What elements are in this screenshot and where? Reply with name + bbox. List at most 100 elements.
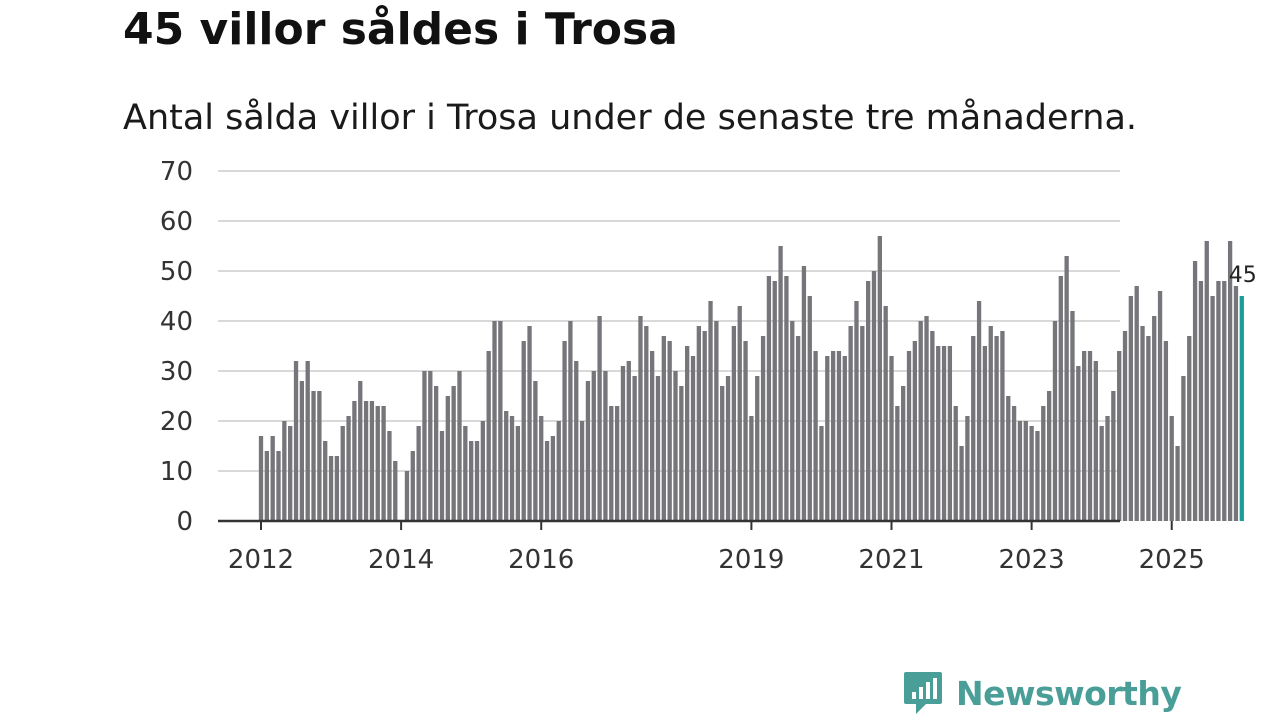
y-tick-label: 50 <box>160 257 193 287</box>
bar <box>906 351 912 521</box>
bar <box>574 361 579 521</box>
bar <box>696 326 701 521</box>
bar <box>492 321 497 521</box>
bar <box>1006 396 1011 521</box>
bar <box>334 456 340 521</box>
bar <box>620 366 626 521</box>
bar <box>614 406 620 521</box>
bar <box>1082 351 1087 521</box>
bar <box>404 471 410 521</box>
bar <box>544 441 550 521</box>
bar <box>982 346 988 521</box>
bar <box>854 301 859 521</box>
bar <box>387 431 392 521</box>
bar <box>901 386 906 521</box>
x-tick-label: 2016 <box>508 545 574 575</box>
bar <box>346 416 351 521</box>
bar <box>299 381 305 521</box>
bar <box>1000 331 1005 521</box>
bar <box>515 426 521 521</box>
x-tick-label: 2025 <box>1139 545 1205 575</box>
bar <box>1076 366 1081 521</box>
bar <box>1017 421 1023 521</box>
bar <box>743 341 748 521</box>
bar <box>644 326 649 521</box>
bar <box>1035 431 1040 521</box>
bar <box>305 361 310 521</box>
bar <box>667 341 672 521</box>
bar <box>784 276 789 521</box>
bar <box>638 316 643 521</box>
bar <box>474 441 480 521</box>
bar <box>1122 331 1128 521</box>
bar <box>463 426 468 521</box>
bar <box>883 306 888 521</box>
bar <box>381 406 386 521</box>
bar <box>539 416 544 521</box>
y-tick-label: 0 <box>176 507 193 537</box>
bar <box>1093 361 1098 521</box>
bar <box>1146 336 1151 521</box>
bar <box>609 406 614 521</box>
x-tick-label: 2023 <box>999 545 1065 575</box>
chart-title: 45 villor såldes i Trosa <box>123 4 678 55</box>
bar <box>328 456 334 521</box>
bar <box>1029 426 1034 521</box>
bar <box>591 371 596 521</box>
bar <box>603 371 608 521</box>
bar <box>527 326 532 521</box>
bar <box>895 406 900 521</box>
bar <box>358 381 363 521</box>
x-tick-label: 2012 <box>228 545 294 575</box>
bar <box>1134 286 1139 521</box>
bar <box>836 351 842 521</box>
bar <box>655 376 661 521</box>
brand: Newsworthy <box>902 670 1182 716</box>
bar <box>1152 316 1157 521</box>
bar <box>790 321 795 521</box>
bar <box>959 446 964 521</box>
x-axis: 2012 2014 2016 2019 2021 2023 2025 <box>218 519 1205 575</box>
bar <box>1064 256 1069 521</box>
bar <box>457 371 462 521</box>
bar <box>550 436 556 521</box>
bar <box>830 351 836 521</box>
bar <box>439 431 445 521</box>
bar <box>755 376 760 521</box>
bar <box>521 341 526 521</box>
y-tick-label: 20 <box>160 407 193 437</box>
bar <box>912 341 918 521</box>
bar <box>1105 416 1110 521</box>
bar <box>1233 286 1239 521</box>
bar <box>288 426 293 521</box>
y-tick-label: 40 <box>160 307 193 337</box>
bar <box>410 451 415 521</box>
bar <box>1041 406 1046 521</box>
bar <box>813 351 818 521</box>
bar <box>860 326 865 521</box>
bar <box>685 346 690 521</box>
bar <box>988 326 993 521</box>
bar <box>562 341 567 521</box>
bar <box>1023 421 1028 521</box>
bar <box>1222 281 1227 521</box>
bar <box>766 276 772 521</box>
bar <box>293 361 299 521</box>
bar <box>626 361 631 521</box>
bar <box>936 346 941 521</box>
bar <box>673 371 678 521</box>
bar <box>556 421 561 521</box>
bar <box>311 391 316 521</box>
bar <box>428 371 433 521</box>
bar <box>282 421 287 521</box>
bar <box>953 406 958 521</box>
bar <box>702 331 707 521</box>
bar <box>498 321 503 521</box>
bar <box>579 421 585 521</box>
y-tick-label: 30 <box>160 357 193 387</box>
x-tick-label: 2021 <box>858 545 924 575</box>
bar <box>509 416 515 521</box>
bar <box>416 426 421 521</box>
bar <box>340 426 345 521</box>
